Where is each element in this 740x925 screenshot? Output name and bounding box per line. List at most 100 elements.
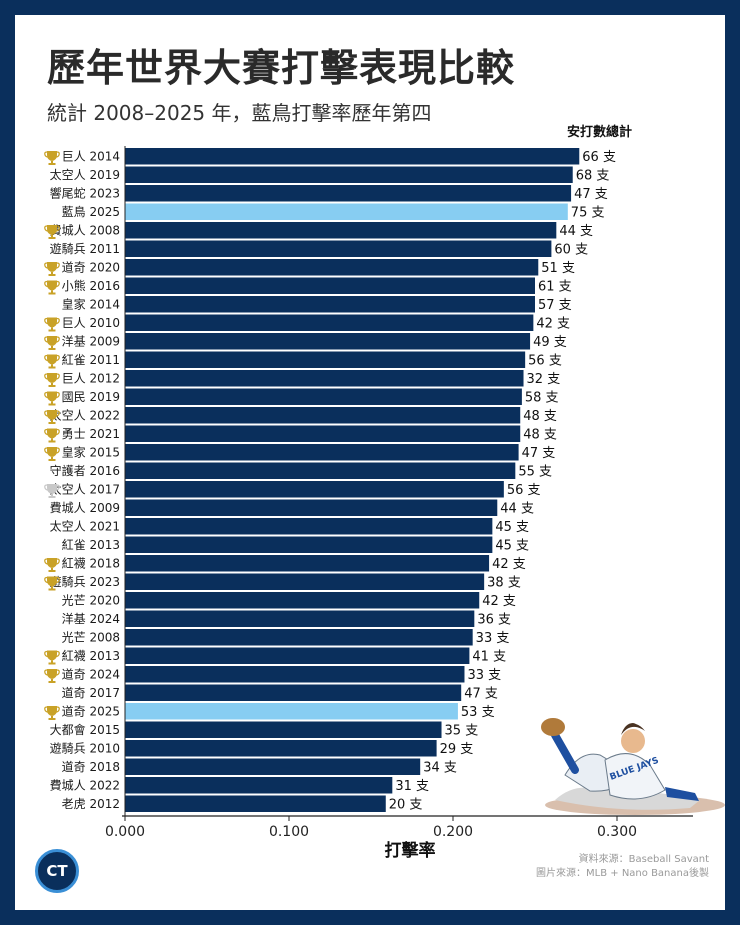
x-tick-label: 0.000 [105, 824, 145, 840]
hits-label: 60 支 [554, 243, 588, 258]
bar [125, 388, 522, 405]
bar [125, 425, 521, 442]
bar [125, 407, 521, 424]
bar-label: 道奇 2018 [62, 760, 120, 774]
bar [125, 518, 493, 535]
bar [125, 647, 470, 664]
trophy-icon [44, 225, 60, 239]
bar-label: 遊騎兵 2011 [50, 241, 120, 256]
bar [125, 666, 465, 683]
bar [125, 777, 393, 794]
bar-label: 道奇 2024 [62, 668, 120, 682]
infographic-card: 歷年世界大賽打擊表現比較 統計 2008–2025 年，藍鳥打擊率歷年第四 安打… [15, 15, 725, 910]
hits-label: 31 支 [395, 779, 429, 794]
bar-label: 老虎 2012 [62, 797, 120, 811]
trophy-icon [44, 373, 60, 387]
bar [125, 240, 552, 257]
bar [125, 610, 475, 627]
x-axis-title: 打擊率 [385, 840, 436, 861]
bar [125, 444, 519, 461]
hits-label: 75 支 [571, 206, 605, 221]
bar-label: 費城人 2022 [50, 778, 120, 793]
bar-label: 大都會 2015 [50, 723, 120, 737]
trophy-icon [44, 576, 60, 591]
bar [125, 203, 568, 220]
bar-label: 遊騎兵 2010 [50, 741, 120, 756]
bar-label: 國民 2019 [62, 390, 120, 404]
hits-label: 48 支 [523, 428, 557, 443]
bar [125, 166, 573, 183]
hits-label: 49 支 [533, 335, 567, 350]
trophy-icon [44, 650, 60, 665]
hits-column-header: 安打數總計 [567, 124, 632, 140]
hits-label: 29 支 [440, 742, 474, 757]
credits: 資料來源：Baseball Savant 圖片來源：MLB + Nano Ban… [536, 853, 709, 881]
bar-label: 皇家 2015 [62, 445, 120, 460]
bar [125, 259, 539, 276]
hits-label: 35 支 [445, 724, 479, 739]
hits-label: 47 支 [464, 687, 498, 702]
hits-label: 33 支 [476, 631, 510, 646]
hits-label: 38 支 [487, 576, 521, 591]
bar [125, 555, 490, 572]
bar [125, 592, 480, 609]
bar-label: 太空人 2019 [50, 167, 120, 182]
bar-label: 藍鳥 2025 [62, 204, 120, 219]
hits-label: 32 支 [527, 372, 561, 387]
trophy-icon [44, 428, 60, 443]
bar-label: 巨人 2012 [62, 372, 120, 386]
image-source-credit: 圖片來源：MLB + Nano Banana後製 [536, 868, 709, 879]
bar-label: 紅襪 2013 [62, 649, 120, 663]
hits-label: 33 支 [467, 668, 501, 683]
bar-label: 太空人 2021 [50, 519, 120, 534]
bar [125, 277, 535, 294]
bar [125, 185, 572, 202]
bar-label: 洋基 2024 [62, 611, 120, 626]
bar-label: 守護者 2016 [50, 463, 120, 478]
bar [125, 499, 498, 516]
bar-label: 費城人 2009 [50, 500, 120, 515]
bar-label: 紅襪 2018 [62, 557, 120, 571]
chart-subtitle: 統計 2008–2025 年，藍鳥打擊率歷年第四 [47, 101, 432, 125]
bar [125, 333, 531, 350]
hits-label: 53 支 [461, 705, 495, 720]
bar [125, 573, 485, 590]
bar [125, 684, 462, 701]
hits-label: 20 支 [389, 798, 423, 813]
bar-label: 小熊 2016 [62, 278, 120, 293]
ct-logo: CT [35, 849, 79, 893]
bar [125, 795, 386, 812]
bar-label: 紅雀 2011 [62, 353, 120, 367]
trophy-icon [44, 706, 60, 720]
hits-label: 68 支 [576, 169, 610, 184]
x-tick-label: 0.100 [269, 824, 309, 840]
bar-label: 光芒 2008 [62, 630, 120, 645]
trophy-icon [44, 669, 60, 683]
hits-label: 44 支 [500, 502, 534, 517]
trophy-icon [44, 354, 60, 369]
bar-label: 皇家 2014 [62, 297, 120, 312]
bar-label: 響尾蛇 2023 [50, 186, 120, 201]
hits-label: 34 支 [423, 761, 457, 776]
bar [125, 222, 557, 239]
bar-label: 洋基 2009 [62, 334, 120, 349]
bar-label: 遊騎兵 2023 [50, 574, 120, 589]
bar-label: 太空人 2017 [50, 482, 120, 497]
hits-label: 42 支 [482, 594, 516, 609]
bar [125, 481, 504, 498]
chart-title: 歷年世界大賽打擊表現比較 [47, 46, 516, 90]
hits-label: 51 支 [541, 261, 575, 276]
hits-label: 56 支 [507, 483, 541, 498]
bar [125, 740, 437, 757]
bar [125, 703, 458, 720]
hits-label: 42 支 [536, 317, 570, 332]
bar [125, 296, 535, 313]
hits-label: 44 支 [559, 224, 593, 239]
trophy-icon [44, 391, 60, 406]
bar-label: 費城人 2008 [50, 223, 120, 238]
trophy-icon [44, 262, 60, 276]
hits-label: 42 支 [492, 557, 526, 572]
hits-label: 47 支 [574, 187, 608, 202]
bar-label: 道奇 2020 [62, 261, 120, 275]
